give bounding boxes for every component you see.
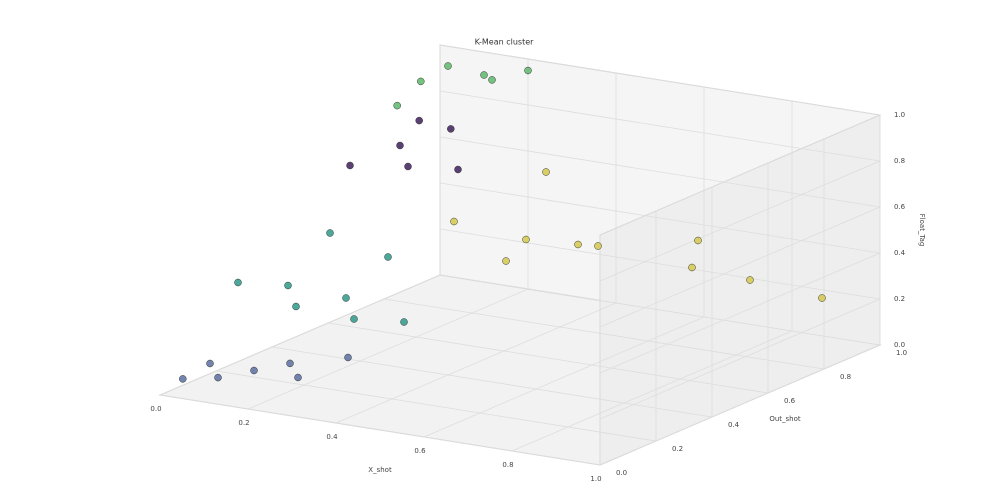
- x-tick-label: 0.0: [150, 405, 161, 413]
- y-tick-label: 0.0: [616, 469, 627, 477]
- point: [400, 318, 408, 326]
- chart-title: K-Mean cluster: [475, 38, 535, 47]
- grid-line: [439, 182, 882, 374]
- point: [250, 366, 258, 375]
- grid-line: [439, 90, 882, 282]
- x-tick-label: 1.0: [590, 475, 601, 483]
- x-tick-label: 0.2: [238, 419, 249, 427]
- point: [393, 101, 401, 110]
- point: [444, 62, 452, 70]
- point: [818, 294, 826, 302]
- z-tick-label: 0.4: [894, 249, 906, 257]
- point: [502, 257, 510, 265]
- point: [179, 375, 187, 383]
- y-tick-label: 1.0: [896, 349, 907, 357]
- z-tick-label: 0.2: [894, 295, 905, 303]
- z-tick-label: 0.0: [894, 341, 905, 349]
- point: [234, 278, 242, 287]
- x-tick-label: 0.4: [326, 433, 338, 441]
- x-tick-label: 0.8: [502, 461, 513, 469]
- point: [206, 359, 214, 368]
- x-axis-label: X_shot: [368, 466, 392, 474]
- y-tick-label: 0.4: [728, 421, 740, 429]
- y-tick-label: 0.8: [840, 373, 851, 381]
- point: [542, 168, 550, 176]
- point: [450, 217, 458, 226]
- y-tick-label: 0.2: [672, 445, 683, 453]
- y-axis-label: Out_shot: [769, 415, 801, 423]
- point: [522, 235, 530, 244]
- point: [574, 240, 582, 249]
- point: [488, 76, 496, 84]
- point: [746, 276, 754, 284]
- point: [284, 281, 292, 290]
- y-tick-label: 0.6: [784, 397, 796, 405]
- point: [480, 71, 488, 79]
- point: [417, 77, 425, 86]
- z-tick-label: 1.0: [894, 111, 905, 119]
- point: [342, 294, 350, 302]
- z-axis-label: Float_Tag: [918, 214, 926, 247]
- grid-line: [439, 228, 882, 420]
- point: [396, 141, 404, 150]
- point: [292, 302, 300, 311]
- point: [294, 373, 302, 382]
- grid-line: [439, 274, 882, 466]
- point: [415, 116, 423, 125]
- point: [694, 236, 702, 245]
- z-tick-label: 0.6: [894, 203, 906, 211]
- grid-line: [439, 136, 882, 328]
- z-tick-label: 0.8: [894, 157, 905, 165]
- point: [454, 165, 462, 174]
- point: [344, 353, 352, 362]
- point: [326, 229, 334, 237]
- point: [447, 125, 455, 133]
- point: [688, 263, 696, 272]
- x-tick-label: 0.6: [414, 447, 426, 455]
- point: [350, 315, 358, 323]
- point: [524, 66, 532, 75]
- point: [214, 373, 222, 382]
- point: [404, 162, 412, 171]
- point: [384, 253, 392, 261]
- point: [286, 359, 294, 368]
- grid-line: [439, 44, 882, 236]
- point: [346, 161, 354, 170]
- point: [594, 242, 602, 250]
